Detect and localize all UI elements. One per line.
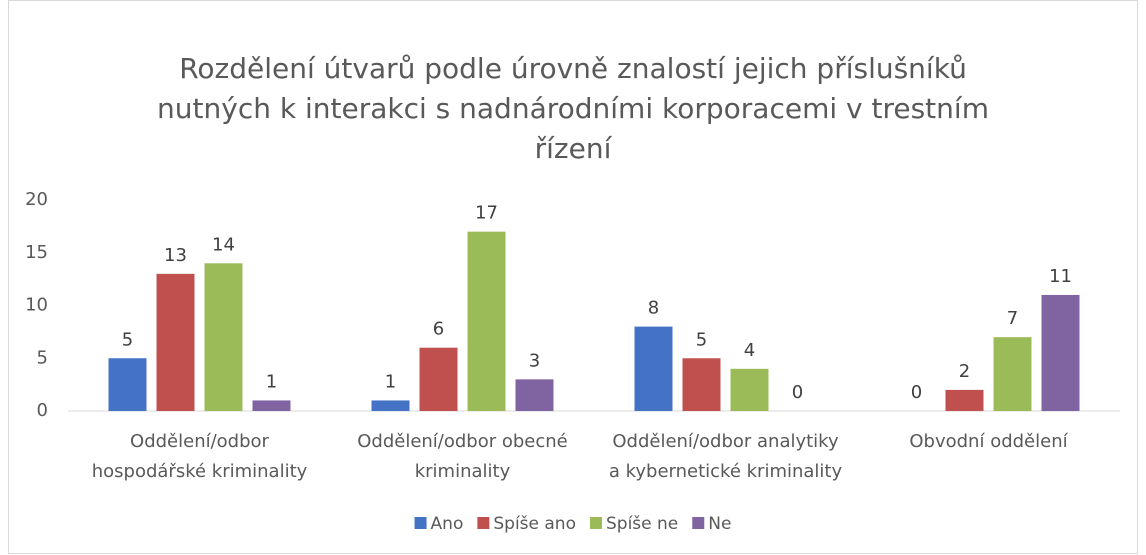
bar — [371, 400, 410, 411]
data-label: 4 — [744, 340, 755, 361]
data-label: 5 — [122, 329, 133, 350]
legend-label: Ne — [708, 514, 731, 534]
legend-label: Ano — [431, 514, 464, 534]
bar — [419, 347, 458, 411]
data-label: 7 — [1007, 308, 1018, 329]
legend-swatch — [692, 517, 705, 529]
chart-title: Rozdělení útvarů podle úrovně znalostí j… — [157, 52, 989, 165]
bar — [945, 389, 984, 411]
bar — [252, 400, 291, 411]
bar — [993, 337, 1032, 411]
chart-border — [8, 0, 1138, 554]
data-label: 14 — [212, 234, 235, 255]
bar — [108, 358, 147, 411]
x-tick-label: Oddělení/odbor obecné kriminality — [357, 431, 568, 482]
y-tick-label: 0 — [37, 400, 48, 421]
bar — [730, 368, 769, 411]
y-tick-label: 15 — [25, 242, 48, 263]
data-label: 1 — [266, 371, 277, 392]
data-label: 6 — [433, 319, 444, 340]
x-tick-label: Oddělení/odbor hospodářské kriminality — [92, 431, 308, 482]
data-label: 11 — [1049, 266, 1072, 287]
x-tick-label: Obvodní oddělení — [909, 431, 1068, 452]
legend-swatch — [589, 517, 602, 529]
y-tick-label: 20 — [25, 189, 48, 210]
data-label: 0 — [911, 382, 922, 403]
bar — [1041, 294, 1080, 411]
data-label: 13 — [164, 245, 187, 266]
data-label: 1 — [385, 371, 396, 392]
bar — [634, 326, 673, 411]
legend: Ano Spíše ano Spíše ne Ne — [414, 514, 731, 534]
data-label: 0 — [792, 382, 803, 403]
data-label: 17 — [475, 203, 498, 224]
x-tick-label: Oddělení/odbor analytiky a kybernetické k… — [609, 431, 843, 482]
data-label: 8 — [648, 298, 659, 319]
data-label: 2 — [959, 361, 970, 382]
legend-swatch — [414, 517, 427, 529]
bar — [204, 263, 243, 411]
y-tick-label: 10 — [25, 295, 48, 316]
data-label: 3 — [529, 350, 540, 371]
bar — [467, 231, 506, 411]
legend-swatch — [477, 517, 490, 529]
legend-label: Spíše ano — [493, 514, 576, 534]
legend-label: Spíše ne — [606, 514, 678, 534]
y-tick-label: 5 — [37, 347, 48, 368]
data-label: 5 — [696, 329, 707, 350]
bar — [156, 273, 195, 411]
bar — [515, 379, 554, 411]
bar — [682, 358, 721, 411]
